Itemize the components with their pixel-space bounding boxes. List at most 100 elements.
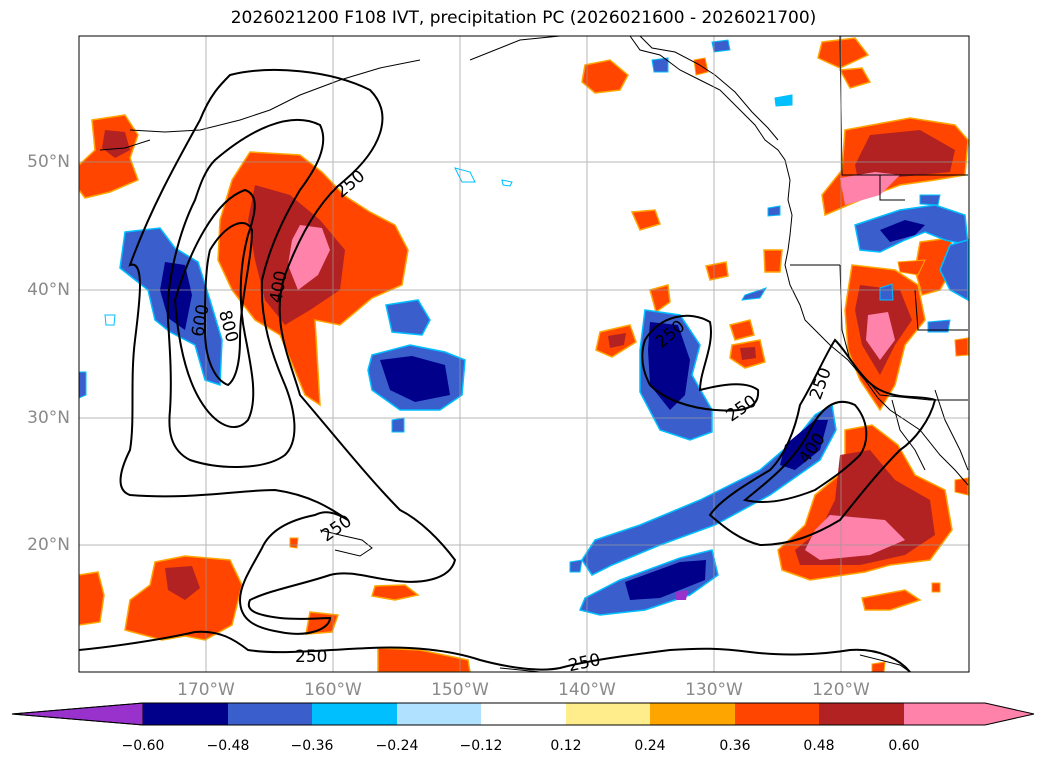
anomaly-negative-patch xyxy=(711,39,731,53)
anomaly-outline xyxy=(501,179,513,187)
colorbar-tick-label: −0.24 xyxy=(375,738,419,754)
anomaly-negative-patch xyxy=(79,371,87,399)
contour-label: 250 xyxy=(567,650,603,676)
anomaly-positive-patch xyxy=(581,59,629,94)
anomaly-positive-patch xyxy=(371,584,420,601)
lat-label: 20°N xyxy=(27,535,70,555)
coastline xyxy=(629,36,969,486)
lon-label: 160°W xyxy=(304,680,362,700)
colorbar-outline xyxy=(11,702,1035,726)
anomaly-negative-patch xyxy=(380,356,450,402)
coastline xyxy=(469,36,561,61)
coastline xyxy=(891,399,926,471)
anomaly-negative-patch xyxy=(385,299,431,336)
anomaly-negative-patch xyxy=(880,220,925,242)
ivt-contour-250 xyxy=(708,338,937,547)
coastline xyxy=(914,289,968,331)
map-title: 2026021200 F108 IVT, precipitation PC (2… xyxy=(230,8,817,28)
anomaly-outline xyxy=(104,314,116,326)
anomaly-positive-patch xyxy=(630,209,661,231)
lat-label: 50°N xyxy=(27,152,70,172)
ivt-contour-250 xyxy=(119,69,457,635)
colorbar-extend-low xyxy=(11,702,144,726)
anomaly-negative-patch xyxy=(919,194,941,206)
contour-label: 250 xyxy=(723,391,761,426)
anomaly-positive-patch xyxy=(954,337,969,357)
ivt-contour-250 xyxy=(641,314,760,412)
coastline xyxy=(934,389,969,471)
anomaly-negative-patch xyxy=(581,403,837,576)
colorbar-tick-label: 0.36 xyxy=(719,738,751,754)
anomaly-positive-patch xyxy=(861,589,922,611)
anomaly-negative-patch xyxy=(879,283,894,301)
anomaly-negative-patch xyxy=(767,205,781,217)
colorbar-tick-label: −0.48 xyxy=(206,738,250,754)
anomaly-positive-patch xyxy=(729,319,755,341)
anomaly-positive-patch xyxy=(954,477,969,496)
colorbar-segment xyxy=(819,703,904,725)
anomaly-positive-patch xyxy=(289,537,299,549)
contour-label: 250 xyxy=(806,365,836,402)
positive-anomaly-patches xyxy=(79,37,969,672)
lon-label: 150°W xyxy=(431,680,489,700)
lon-label: 120°W xyxy=(812,680,870,700)
anomaly-negative-patch xyxy=(651,57,669,73)
colorbar-extend-high xyxy=(904,703,1034,725)
lat-label: 30°N xyxy=(27,408,70,428)
anomaly-positive-patch xyxy=(840,172,900,205)
anomaly-positive-patch xyxy=(165,566,200,600)
lon-label: 130°W xyxy=(685,680,743,700)
anomaly-negative-patch xyxy=(569,559,583,573)
colorbar-segment xyxy=(143,703,228,725)
colorbar-segment xyxy=(735,703,819,725)
anomaly-positive-patch xyxy=(817,37,870,69)
ivt-contour-600 xyxy=(173,188,256,429)
lat-label: 40°N xyxy=(27,280,70,300)
contour-label: 250 xyxy=(295,647,327,667)
coastline xyxy=(499,667,541,672)
colorbar-tick-label: −0.60 xyxy=(121,738,165,754)
colorbar xyxy=(11,702,1035,726)
anomaly-positive-patch xyxy=(871,661,886,672)
map-frame xyxy=(78,35,970,673)
coastline xyxy=(99,139,151,151)
anomaly-positive-patch xyxy=(79,114,139,199)
anomaly-positive-patch xyxy=(838,67,872,89)
ivt-contour-400 xyxy=(166,118,325,468)
anomaly-positive-patch xyxy=(377,647,471,672)
anomaly-negative-patch xyxy=(648,322,690,410)
colorbar-tick-label: 0.24 xyxy=(634,738,666,754)
lon-label: 140°W xyxy=(558,680,616,700)
anomaly-positive-patch xyxy=(763,249,783,273)
colorbar-segment xyxy=(397,703,481,725)
anomaly-positive-patch xyxy=(79,571,105,626)
ivt-contour-250 xyxy=(79,630,911,672)
ivt-contour-800 xyxy=(203,221,254,387)
colorbar-tick-label: 0.60 xyxy=(888,738,920,754)
coastline xyxy=(879,175,905,201)
colorbar-segment xyxy=(481,703,566,725)
anomaly-positive-patch xyxy=(102,130,130,158)
anomaly-negative-patch xyxy=(939,239,969,302)
negative-anomaly-patches xyxy=(79,39,969,616)
colorbar-tick-label: −0.36 xyxy=(290,738,334,754)
anomaly-positive-patch xyxy=(608,333,626,348)
ivt-contour-400 xyxy=(742,400,868,503)
ivt-contours xyxy=(79,69,937,672)
anomaly-positive-patch xyxy=(931,582,941,593)
colorbar-segment xyxy=(312,703,397,725)
colorbar-segment xyxy=(228,703,312,725)
contour-label: 250 xyxy=(318,511,356,546)
anomaly-negative-patch xyxy=(774,94,793,107)
colorbar-segment xyxy=(566,703,650,725)
anomaly-outline xyxy=(454,167,476,183)
anomaly-negative-patch xyxy=(675,590,688,600)
anomaly-positive-patch xyxy=(897,259,926,276)
anomaly-negative-patch xyxy=(391,417,405,433)
anomaly-negative-patch xyxy=(927,319,951,333)
colorbar-segment xyxy=(650,703,735,725)
anomaly-positive-patch xyxy=(866,312,895,360)
coastline xyxy=(639,36,779,141)
anomaly-positive-patch xyxy=(649,284,671,314)
